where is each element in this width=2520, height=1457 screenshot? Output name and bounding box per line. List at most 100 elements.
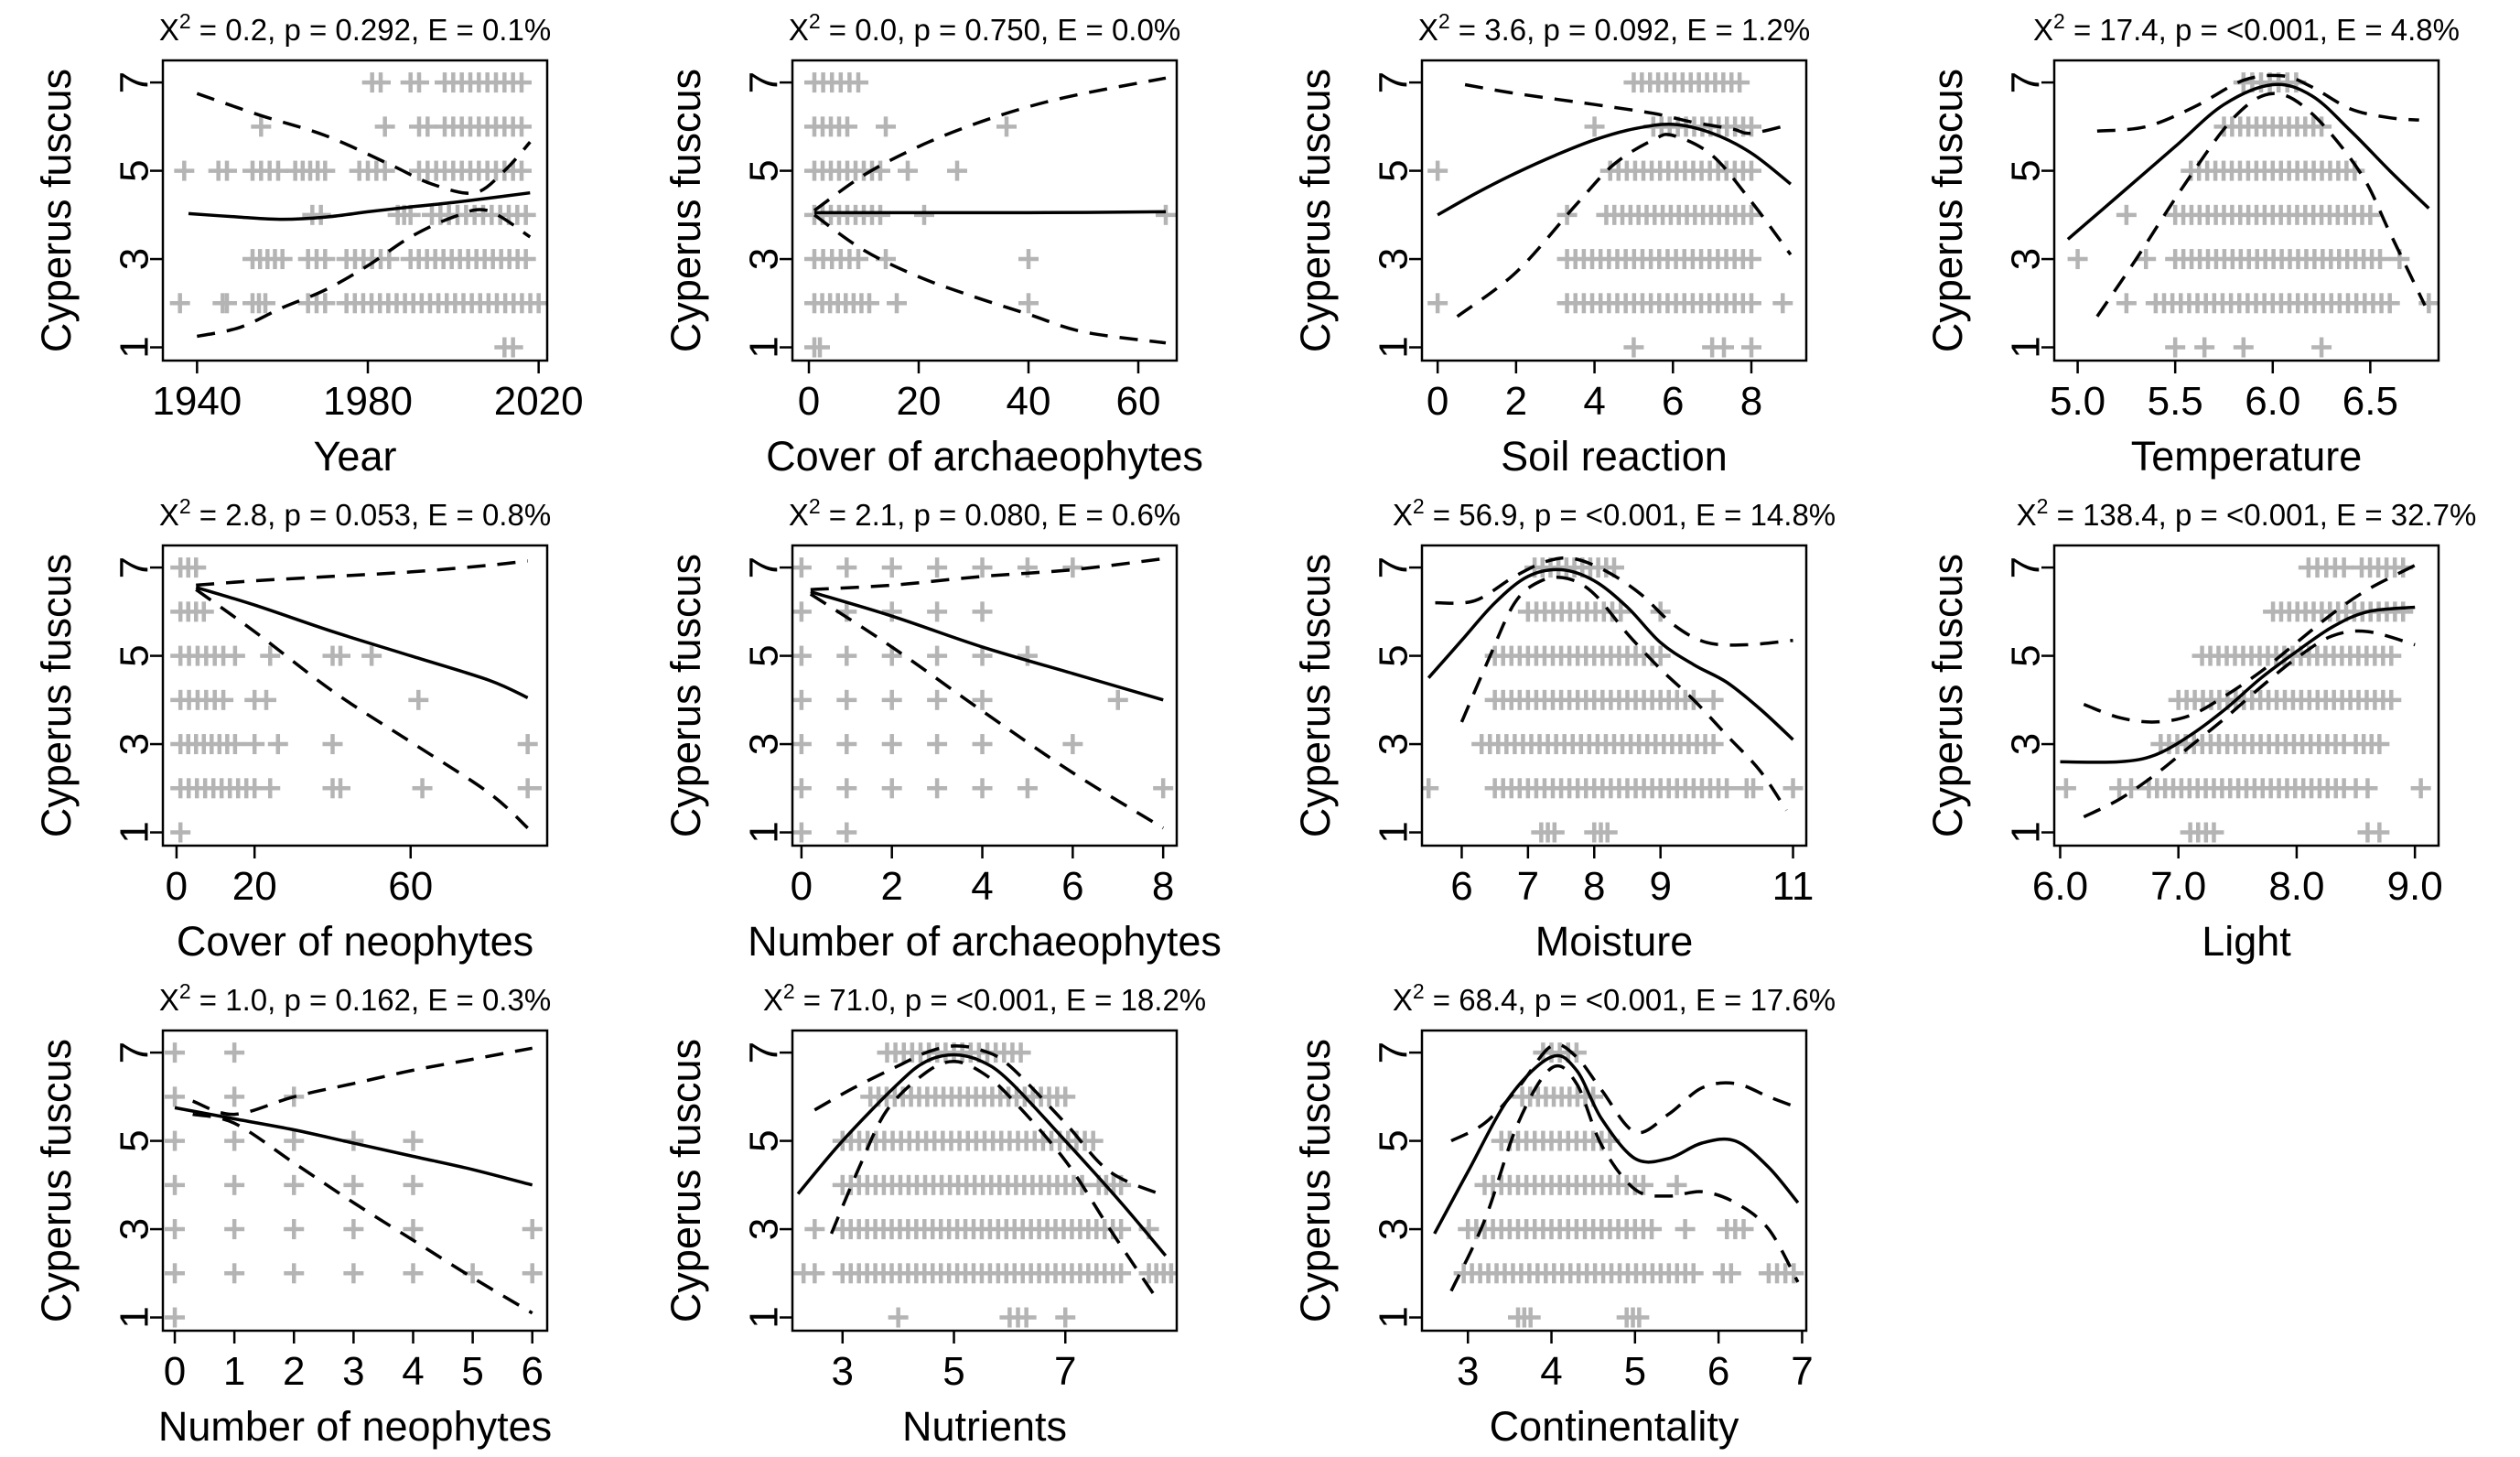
x-axis-label: Number of archaeophytes (748, 918, 1222, 965)
x-tick-label: 6 (1450, 864, 1472, 909)
x-tick-label: 1940 (152, 379, 242, 424)
y-tick-label: 1 (1372, 336, 1416, 358)
panel-title: X2 = 17.4, p = <0.001, E = 4.8% (2033, 9, 2460, 47)
x-tick-label: 0 (164, 1349, 186, 1394)
y-axis-label: Cyperus fuscus (1292, 1039, 1339, 1322)
plot-frame (791, 544, 1179, 847)
y-tick-label: 7 (1372, 71, 1416, 93)
panel-title: X2 = 138.4, p = <0.001, E = 32.7% (2017, 494, 2477, 532)
y-axis-label: Cyperus fuscus (1292, 69, 1339, 352)
model-curves (1433, 1042, 1800, 1292)
y-tick-label: 1 (2004, 821, 2049, 843)
model-curves (1437, 82, 1793, 318)
ci-lower-curve (192, 1112, 533, 1315)
plot-frame (161, 1029, 549, 1333)
x-tick-label: 8 (1583, 864, 1605, 909)
x-tick-label: 7 (1054, 1349, 1076, 1394)
y-tick-label: 3 (2004, 248, 2049, 270)
fitted-curve (2066, 82, 2430, 241)
y-tick-label: 5 (1372, 159, 1416, 181)
y-tick-label: 1 (742, 821, 787, 843)
x-tick-label: 5 (942, 1349, 964, 1394)
y-axis-label: Cyperus fuscus (662, 1039, 709, 1322)
y-axis-label: Cyperus fuscus (33, 554, 80, 837)
plot-frame (1420, 59, 1808, 362)
x-axis-label: Cover of neophytes (177, 918, 533, 965)
ci-upper-curve (191, 1046, 533, 1117)
x-tick-label: 4 (971, 864, 993, 909)
y-tick-label: 3 (742, 1218, 787, 1240)
ci-lower-curve (813, 213, 1167, 345)
y-axis-label: Cyperus fuscus (33, 69, 80, 352)
x-axis-label: Temperature (2131, 433, 2363, 480)
x-tick-label: 1 (223, 1349, 245, 1394)
y-tick-label: 7 (1372, 1041, 1416, 1063)
y-tick-label: 3 (742, 733, 787, 755)
model-curves (195, 559, 529, 829)
plot-frame (2052, 544, 2440, 847)
panel-temperature: 5.0 5.5 6.0 6.5 1 3 5 7 Temperature Cyperus fuscu… (1924, 9, 2460, 480)
x-tick-label: 0 (798, 379, 820, 424)
x-axis-label: Year (314, 433, 397, 480)
panel-title: X2 = 0.0, p = 0.750, E = 0.0% (789, 9, 1180, 47)
fitted-curve (174, 1106, 533, 1187)
y-tick-label: 5 (1372, 644, 1416, 666)
y-tick-label: 5 (113, 159, 157, 181)
ci-lower-curve (196, 208, 532, 339)
x-tick-label: 9 (1649, 864, 1671, 909)
model-curves (2060, 564, 2416, 819)
panel-neophyte-cover: 0 20 60 1 3 5 7 Cover of neophytes Cyperus fuscu… (33, 494, 551, 965)
x-tick-label: 2 (283, 1349, 305, 1394)
observation-points (165, 1042, 543, 1328)
x-axis-label: Cover of archaeophytes (766, 433, 1203, 480)
ci-upper-curve (2083, 564, 2416, 724)
ci-lower-curve (195, 588, 529, 829)
ci-lower-curve (2095, 92, 2427, 318)
y-tick-label: 5 (113, 1129, 157, 1151)
ci-upper-curve (196, 559, 528, 588)
x-tick-label: 5.5 (2148, 379, 2203, 424)
y-tick-label: 7 (742, 71, 787, 93)
x-axis-label: Moisture (1535, 918, 1694, 965)
fitted-curve (796, 1052, 1168, 1257)
ci-upper-curve (810, 556, 1164, 591)
panel-nutrients: 3 5 7 1 3 5 7 Nutrients Cyperus fuscus X2 = 71.0,… (662, 979, 1206, 1450)
x-tick-label: 6 (1662, 379, 1684, 424)
y-tick-label: 1 (1372, 1306, 1416, 1328)
x-tick-label: 3 (1457, 1349, 1479, 1394)
fitted-curve (810, 589, 1164, 702)
y-tick-label: 3 (1372, 1218, 1416, 1240)
model-curves (1427, 556, 1794, 812)
x-axis-label: Nutrients (902, 1403, 1067, 1450)
x-tick-label: 4 (1540, 1349, 1562, 1394)
panel-light: 6.0 7.0 8.0 9.0 1 3 5 7 Light Cyperus fuscus X2 = … (1924, 494, 2476, 965)
plot-frame (161, 544, 549, 847)
x-tick-label: 6 (521, 1349, 543, 1394)
panel-archaeophyte-cover: 0 20 40 60 1 3 5 7 Cover of archaeophytes Cyperus… (662, 9, 1203, 480)
x-tick-label: 8.0 (2268, 864, 2324, 909)
ci-upper-curve (1464, 82, 1792, 135)
x-tick-label: 2 (880, 864, 902, 909)
ci-upper-curve (2096, 73, 2419, 133)
x-tick-label: 0 (791, 864, 813, 909)
x-tick-label: 9.0 (2387, 864, 2443, 909)
fitted-curve (814, 210, 1167, 215)
x-tick-label: 5.0 (2050, 379, 2105, 424)
x-tick-label: 20 (897, 379, 942, 424)
x-tick-label: 3 (342, 1349, 364, 1394)
y-tick-label: 7 (742, 1041, 787, 1063)
x-tick-label: 40 (1007, 379, 1051, 424)
y-axis-label: Cyperus fuscus (1924, 69, 1971, 352)
plot-frame (1420, 544, 1808, 847)
ci-lower-curve (2083, 629, 2416, 819)
fitted-curve (1433, 1053, 1800, 1235)
x-tick-label: 5 (461, 1349, 483, 1394)
y-tick-label: 5 (113, 644, 157, 666)
y-tick-label: 5 (742, 644, 787, 666)
model-curves (809, 556, 1165, 830)
panel-title: X2 = 3.6, p = 0.092, E = 1.2% (1418, 9, 1810, 47)
x-tick-label: 60 (388, 864, 433, 909)
model-curves (174, 1046, 533, 1315)
y-tick-label: 7 (2004, 556, 2049, 578)
model-curves (796, 1044, 1168, 1297)
